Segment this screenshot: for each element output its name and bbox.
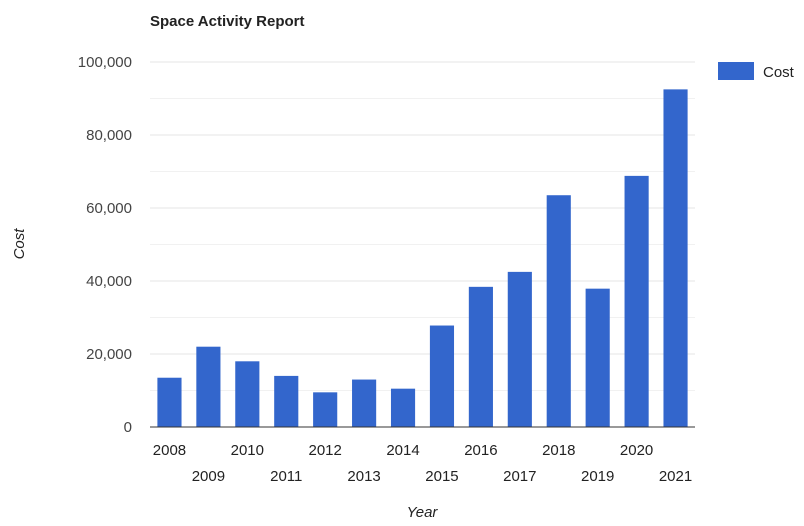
- bar: [507, 271, 532, 427]
- bar: [235, 361, 260, 427]
- x-tick-label: 2012: [308, 442, 341, 459]
- x-tick-label: 2016: [464, 442, 497, 459]
- bar: [313, 392, 338, 427]
- bar: [624, 175, 649, 427]
- x-tick-label: 2011: [270, 468, 302, 485]
- bar: [468, 286, 493, 427]
- bar: [585, 288, 610, 427]
- x-axis-title: Year: [407, 504, 439, 521]
- y-tick-label: 20,000: [86, 346, 132, 363]
- bar: [429, 325, 455, 427]
- x-axis-ticks: 2008 2009 2010 2011 2012 2013 2014 2015 2016 2017…: [153, 442, 692, 485]
- bar: [390, 388, 416, 427]
- bar: [546, 195, 571, 427]
- bar: [274, 375, 299, 427]
- bar: [157, 377, 182, 427]
- x-tick-label: 2013: [347, 468, 380, 485]
- y-tick-label: 100,000: [78, 54, 132, 71]
- legend: Cost: [718, 62, 795, 81]
- x-tick-label: 2018: [542, 442, 575, 459]
- y-tick-label: 60,000: [86, 200, 132, 217]
- y-tick-label: 0: [124, 419, 132, 436]
- x-tick-label: 2020: [620, 442, 653, 459]
- gridlines: [150, 61, 695, 391]
- x-tick-label: 2008: [153, 442, 186, 459]
- bar: [663, 89, 688, 427]
- bars: [157, 89, 688, 427]
- x-tick-label: 2015: [425, 468, 458, 485]
- x-tick-label: 2017: [503, 468, 536, 485]
- chart-title: Space Activity Report: [150, 13, 305, 30]
- y-tick-label: 80,000: [86, 127, 132, 144]
- x-tick-label: 2019: [581, 468, 614, 485]
- y-axis-title: Cost: [11, 228, 28, 260]
- y-tick-label: 40,000: [86, 273, 132, 290]
- bar: [196, 346, 221, 427]
- bar: [352, 379, 377, 427]
- legend-swatch: [718, 62, 754, 80]
- x-tick-label: 2021: [659, 468, 692, 485]
- x-tick-label: 2009: [192, 468, 225, 485]
- x-tick-label: 2010: [231, 442, 264, 459]
- x-tick-label: 2014: [386, 442, 419, 459]
- legend-label: Cost: [763, 64, 795, 81]
- y-axis-ticks: 0 20,000 40,000 60,000 80,000 100,000: [78, 54, 132, 436]
